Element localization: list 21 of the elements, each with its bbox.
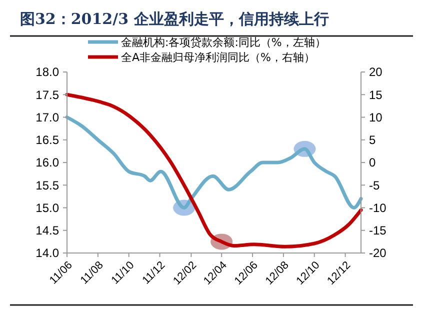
y2-tick-label: 15	[369, 88, 383, 102]
y-tick-label: 15.5	[36, 178, 60, 192]
y-tick-label: 18.0	[36, 65, 60, 80]
y-tick-label: 14.0	[36, 246, 60, 260]
legend-label: 金融机构:各项贷款余额:同比（%，左轴）	[121, 36, 326, 49]
y2-tick-label: 10	[369, 110, 383, 124]
y-tick-label: 15.0	[36, 200, 60, 215]
y-tick-label: 17.5	[36, 88, 60, 102]
y2-tick-label: 5	[369, 133, 376, 148]
y-tick-label: 17.0	[36, 110, 60, 124]
y2-tick-label: -15	[369, 224, 387, 238]
y-tick-label: 16.0	[36, 156, 60, 170]
y2-tick-label: -10	[369, 200, 387, 215]
legend-label: 全A非金融归母净利润同比（%，右轴）	[121, 50, 315, 64]
chart-title: 图32：2012/3 企业盈利走平，信用持续上行	[20, 10, 329, 28]
y-tick-label: 14.5	[36, 224, 60, 238]
y2-tick-label: -20	[369, 246, 387, 260]
y2-tick-label: 20	[369, 65, 383, 80]
y2-tick-label: 0	[369, 156, 376, 170]
y2-tick-label: -5	[369, 178, 380, 192]
y-tick-label: 16.5	[36, 133, 60, 148]
